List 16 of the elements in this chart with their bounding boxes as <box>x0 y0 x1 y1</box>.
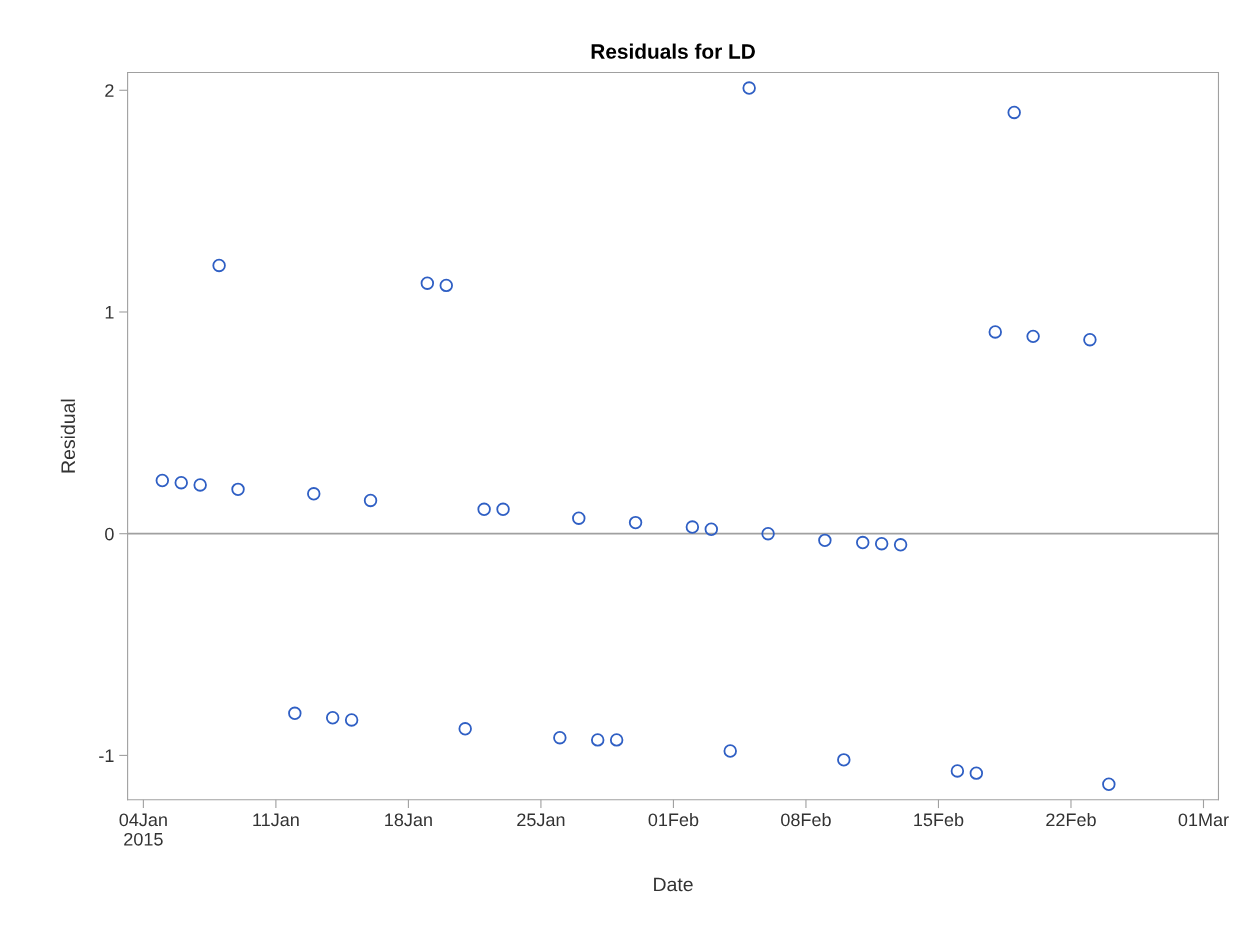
y-axis-title: Residual <box>60 399 76 473</box>
y-tick-label: 2 <box>105 84 114 97</box>
x-tick-label: 01Mar <box>1178 813 1229 827</box>
x-tick-label: 01Feb <box>648 812 699 827</box>
y-tick-label: 1 <box>105 306 114 319</box>
x-tick-label: 04Jan 2015 <box>119 813 167 846</box>
chart-title: Residuals for LD <box>591 43 755 59</box>
y-tick-label: 0 <box>105 527 114 541</box>
x-tick-label: 11Jan <box>253 813 299 827</box>
x-tick-label: 15Feb <box>914 812 964 827</box>
x-tick-label: 18Jan <box>385 813 432 827</box>
y-tick-label: -1 <box>99 749 114 762</box>
x-axis-title: Date <box>654 877 693 892</box>
x-tick-label: 22Feb <box>1046 812 1096 827</box>
x-tick-label: 25Jan <box>517 813 565 827</box>
x-tick-label: 08Feb <box>781 812 831 827</box>
